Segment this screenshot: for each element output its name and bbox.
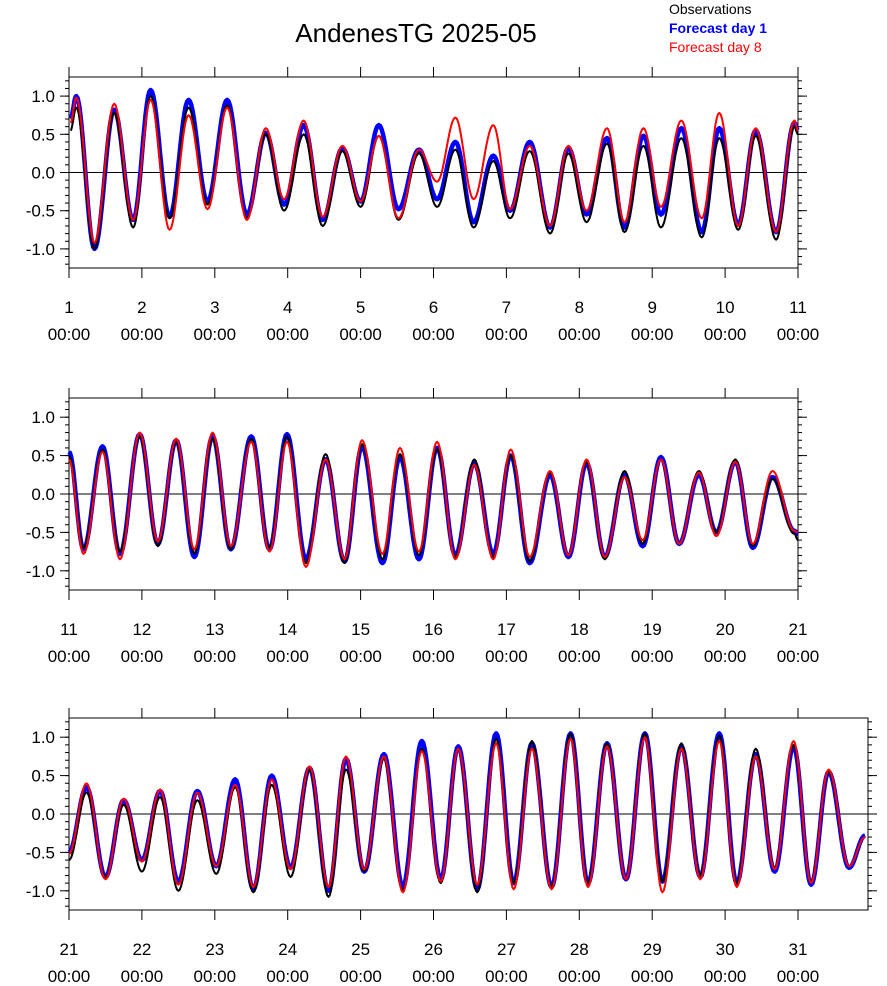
- y-tick-label: 0.0: [31, 485, 55, 504]
- chart-title: AndenesTG 2025-05: [295, 18, 536, 48]
- x-tick-label-day: 14: [278, 620, 297, 639]
- x-tick-label-time: 00:00: [194, 325, 237, 344]
- x-tick-label-time: 00:00: [412, 967, 455, 986]
- x-tick-label-day: 19: [643, 620, 662, 639]
- chart-panel-3: 1.0 0.5 0.0 -0.5 -1.0 21 00:00 22 00:00 23 00:00 24…: [26, 708, 877, 986]
- x-tick-label-time: 00:00: [777, 967, 820, 986]
- x-tick-label-day: 11: [60, 620, 78, 639]
- x-tick-label-day: 2: [137, 298, 146, 317]
- x-tick-label-time: 00:00: [121, 325, 164, 344]
- y-tick-label: -0.5: [26, 202, 55, 221]
- x-tick-label-time: 00:00: [266, 647, 309, 666]
- x-tick-label-time: 00:00: [558, 967, 601, 986]
- x-tick-label-day: 12: [132, 620, 151, 639]
- x-tick-label-day: 23: [205, 940, 224, 959]
- x-tick-label-time: 00:00: [266, 967, 309, 986]
- x-tick-label-time: 00:00: [121, 967, 164, 986]
- x-tick-label-day: 5: [356, 298, 365, 317]
- y-tick-label: 1.0: [31, 87, 55, 106]
- x-tick-label-time: 00:00: [704, 325, 747, 344]
- y-tick-label: 0.5: [31, 447, 55, 466]
- legend-forecast-day-8: Forecast day 8: [669, 39, 762, 55]
- x-tick-label-day: 28: [570, 940, 589, 959]
- x-tick-label-day: 4: [283, 298, 292, 317]
- y-tick-label: 1.0: [31, 728, 55, 747]
- chart-panel-2: 1.0 0.5 0.0 -0.5 -1.0 11 00:00 12 00:00 13 00:00 14…: [26, 388, 820, 666]
- x-tick-label-time: 00:00: [631, 647, 674, 666]
- x-tick-label-day: 11: [789, 298, 807, 317]
- x-tick-label-time: 00:00: [412, 325, 455, 344]
- x-tick-label-time: 00:00: [631, 325, 674, 344]
- series-line-observations: [69, 95, 799, 250]
- x-tick-label-day: 20: [716, 620, 735, 639]
- x-tick-label-day: 25: [351, 940, 370, 959]
- x-tick-label-day: 1: [64, 298, 73, 317]
- x-tick-label-day: 31: [789, 940, 808, 959]
- y-tick-label: 0.5: [31, 767, 55, 786]
- x-tick-label-time: 00:00: [485, 647, 528, 666]
- x-tick-label-time: 00:00: [48, 967, 91, 986]
- series-line-forecast-day-8: [68, 431, 799, 568]
- x-tick-label-day: 21: [789, 620, 808, 639]
- y-tick-label: -0.5: [26, 843, 55, 862]
- legend-observations: Observations: [669, 1, 751, 17]
- x-tick-label-day: 10: [716, 298, 735, 317]
- y-tick-label: -1.0: [26, 562, 55, 581]
- panels: 1.0 0.5 0.0 -0.5 -1.0 1 00:00 2 00:00 3 00:00 4 00:0…: [26, 67, 877, 986]
- y-tick-label: 0.0: [31, 805, 55, 824]
- x-tick-label-time: 00:00: [48, 647, 91, 666]
- x-tick-label-day: 18: [570, 620, 589, 639]
- y-tick-label: 0.5: [31, 125, 55, 144]
- y-tick-label: -0.5: [26, 523, 55, 542]
- y-tick-label: 0.0: [31, 164, 55, 183]
- series-line-forecast-day-8: [69, 96, 799, 244]
- x-tick-label-day: 15: [351, 620, 370, 639]
- x-tick-label-day: 27: [497, 940, 516, 959]
- x-tick-label-day: 21: [60, 940, 79, 959]
- x-tick-label-time: 00:00: [121, 647, 164, 666]
- chart-panel-1: 1.0 0.5 0.0 -0.5 -1.0 1 00:00 2 00:00 3 00:00 4 00:0…: [26, 67, 820, 344]
- x-tick-label-day: 30: [716, 940, 735, 959]
- x-tick-label-day: 9: [647, 298, 656, 317]
- x-tick-label-day: 13: [205, 620, 224, 639]
- x-tick-label-day: 24: [278, 940, 297, 959]
- x-tick-label-day: 8: [575, 298, 584, 317]
- x-tick-label-time: 00:00: [339, 967, 382, 986]
- y-tick-label: -1.0: [26, 240, 55, 259]
- x-tick-label-day: 26: [424, 940, 443, 959]
- x-tick-label-time: 00:00: [194, 967, 237, 986]
- x-tick-label-time: 00:00: [485, 325, 528, 344]
- y-tick-label: -1.0: [26, 882, 55, 901]
- x-tick-label-time: 00:00: [266, 325, 309, 344]
- x-tick-label-time: 00:00: [704, 647, 747, 666]
- x-tick-label-day: 3: [210, 298, 219, 317]
- legend-forecast-day-1: Forecast day 1: [669, 20, 767, 36]
- x-tick-label-time: 00:00: [48, 325, 91, 344]
- x-tick-label-time: 00:00: [631, 967, 674, 986]
- x-tick-label-time: 00:00: [339, 647, 382, 666]
- x-tick-label-time: 00:00: [558, 647, 601, 666]
- series-line-forecast-day-8: [68, 736, 866, 894]
- x-tick-label-time: 00:00: [777, 325, 820, 344]
- x-tick-label-day: 29: [643, 940, 662, 959]
- x-tick-label-time: 00:00: [194, 647, 237, 666]
- x-tick-label-time: 00:00: [485, 967, 528, 986]
- x-tick-label-day: 22: [132, 940, 151, 959]
- x-tick-label-day: 17: [497, 620, 516, 639]
- x-tick-label-day: 16: [424, 620, 443, 639]
- legend: Observations Forecast day 1 Forecast day…: [669, 1, 767, 55]
- x-tick-label-time: 00:00: [558, 325, 601, 344]
- x-tick-label-time: 00:00: [339, 325, 382, 344]
- x-tick-label-time: 00:00: [412, 647, 455, 666]
- x-tick-label-day: 7: [502, 298, 511, 317]
- y-tick-label: 1.0: [31, 408, 55, 427]
- x-tick-label-time: 00:00: [704, 967, 747, 986]
- x-tick-label-day: 6: [429, 298, 438, 317]
- x-tick-label-time: 00:00: [777, 647, 820, 666]
